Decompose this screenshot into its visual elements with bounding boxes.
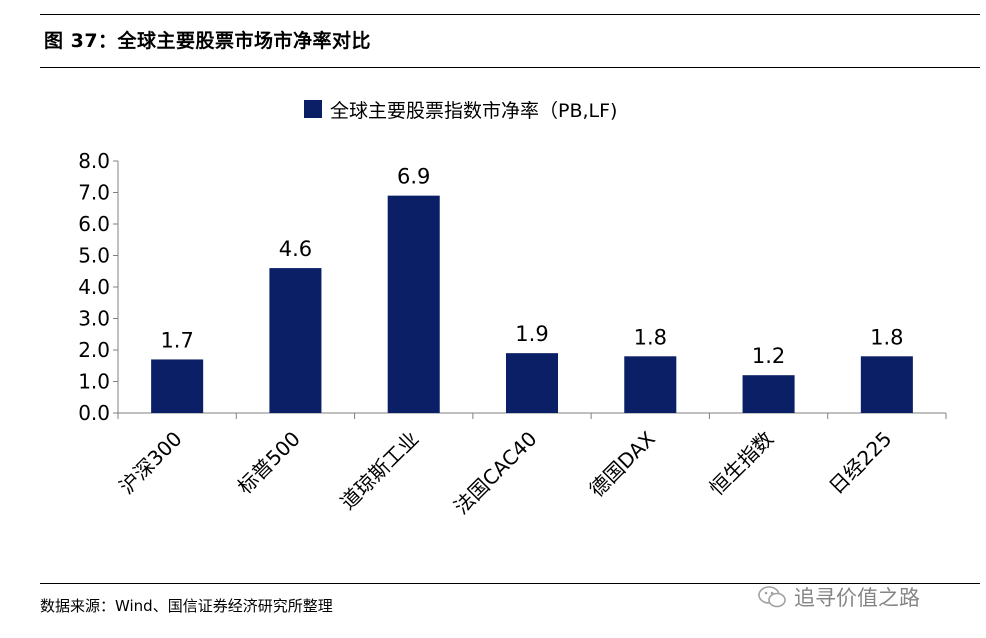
bar-value-label: 1.7	[160, 328, 193, 352]
x-tick-label: 日经225	[824, 427, 896, 499]
y-tick-label: 8.0	[78, 149, 110, 173]
bar-value-label: 4.6	[279, 237, 312, 261]
y-tick-label: 6.0	[78, 212, 110, 236]
bar-value-label: 1.8	[634, 325, 667, 349]
x-tick-label: 道琼斯工业	[336, 427, 424, 515]
legend-label: 全球主要股票指数市净率（PB,LF)	[330, 100, 617, 122]
y-tick-label: 3.0	[78, 307, 110, 331]
x-tick-label: 德国DAX	[585, 426, 660, 501]
chat-bubble-icon	[758, 586, 786, 608]
bar-value-label: 1.2	[752, 344, 785, 368]
bar	[860, 356, 913, 413]
bar	[269, 268, 322, 413]
watermark-text: 追寻价值之路	[794, 586, 920, 610]
y-tick-label: 7.0	[78, 181, 110, 205]
bar	[387, 195, 440, 413]
title-rule	[40, 67, 980, 68]
y-tick-label: 0.0	[78, 401, 110, 425]
x-tick-label: 法国CAC40	[449, 427, 541, 519]
x-ticks: 沪深300 标普500 道琼斯工业 法国CAC40 德国DAX 恒生指数 日经225	[114, 413, 947, 519]
bar	[151, 359, 204, 413]
source-note: 数据来源：Wind、国信证券经济研究所整理	[40, 597, 333, 615]
top-rule	[40, 14, 980, 15]
y-tick-label: 1.0	[78, 370, 110, 394]
bar-value-label: 6.9	[397, 165, 430, 189]
figure-title: 图 37：全球主要股票市场市净率对比	[44, 30, 372, 52]
y-tick-label: 5.0	[78, 244, 110, 268]
bar	[505, 353, 559, 413]
x-tick-label: 恒生指数	[705, 427, 779, 501]
bar	[742, 375, 795, 413]
bars: 1.7 4.6 6.9 1.9 1.8 1.2 1.8	[151, 165, 913, 413]
bar-value-label: 1.9	[515, 322, 548, 346]
y-tick-label: 2.0	[78, 338, 110, 362]
legend-swatch	[304, 100, 322, 118]
watermark: 追寻价值之路	[758, 582, 920, 612]
bar	[624, 356, 677, 413]
legend: 全球主要股票指数市净率（PB,LF)	[304, 100, 617, 122]
y-tick-label: 4.0	[78, 275, 110, 299]
bottom-rule	[40, 583, 980, 584]
x-tick-label: 沪深300	[114, 427, 186, 499]
x-tick-label: 标普500	[233, 427, 305, 499]
bar-value-label: 1.8	[870, 325, 903, 349]
y-ticks: 0.0 1.0 2.0 3.0 4.0 5.0 6.0 7.0 8.0	[78, 149, 118, 425]
